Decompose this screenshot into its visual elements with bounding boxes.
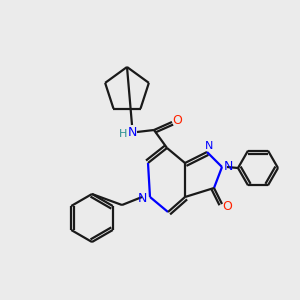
Text: N: N xyxy=(137,193,147,206)
Text: N: N xyxy=(223,160,233,173)
Text: H: H xyxy=(119,129,127,139)
Text: N: N xyxy=(205,141,213,151)
Text: N: N xyxy=(127,127,137,140)
Text: O: O xyxy=(222,200,232,214)
Text: O: O xyxy=(172,113,182,127)
